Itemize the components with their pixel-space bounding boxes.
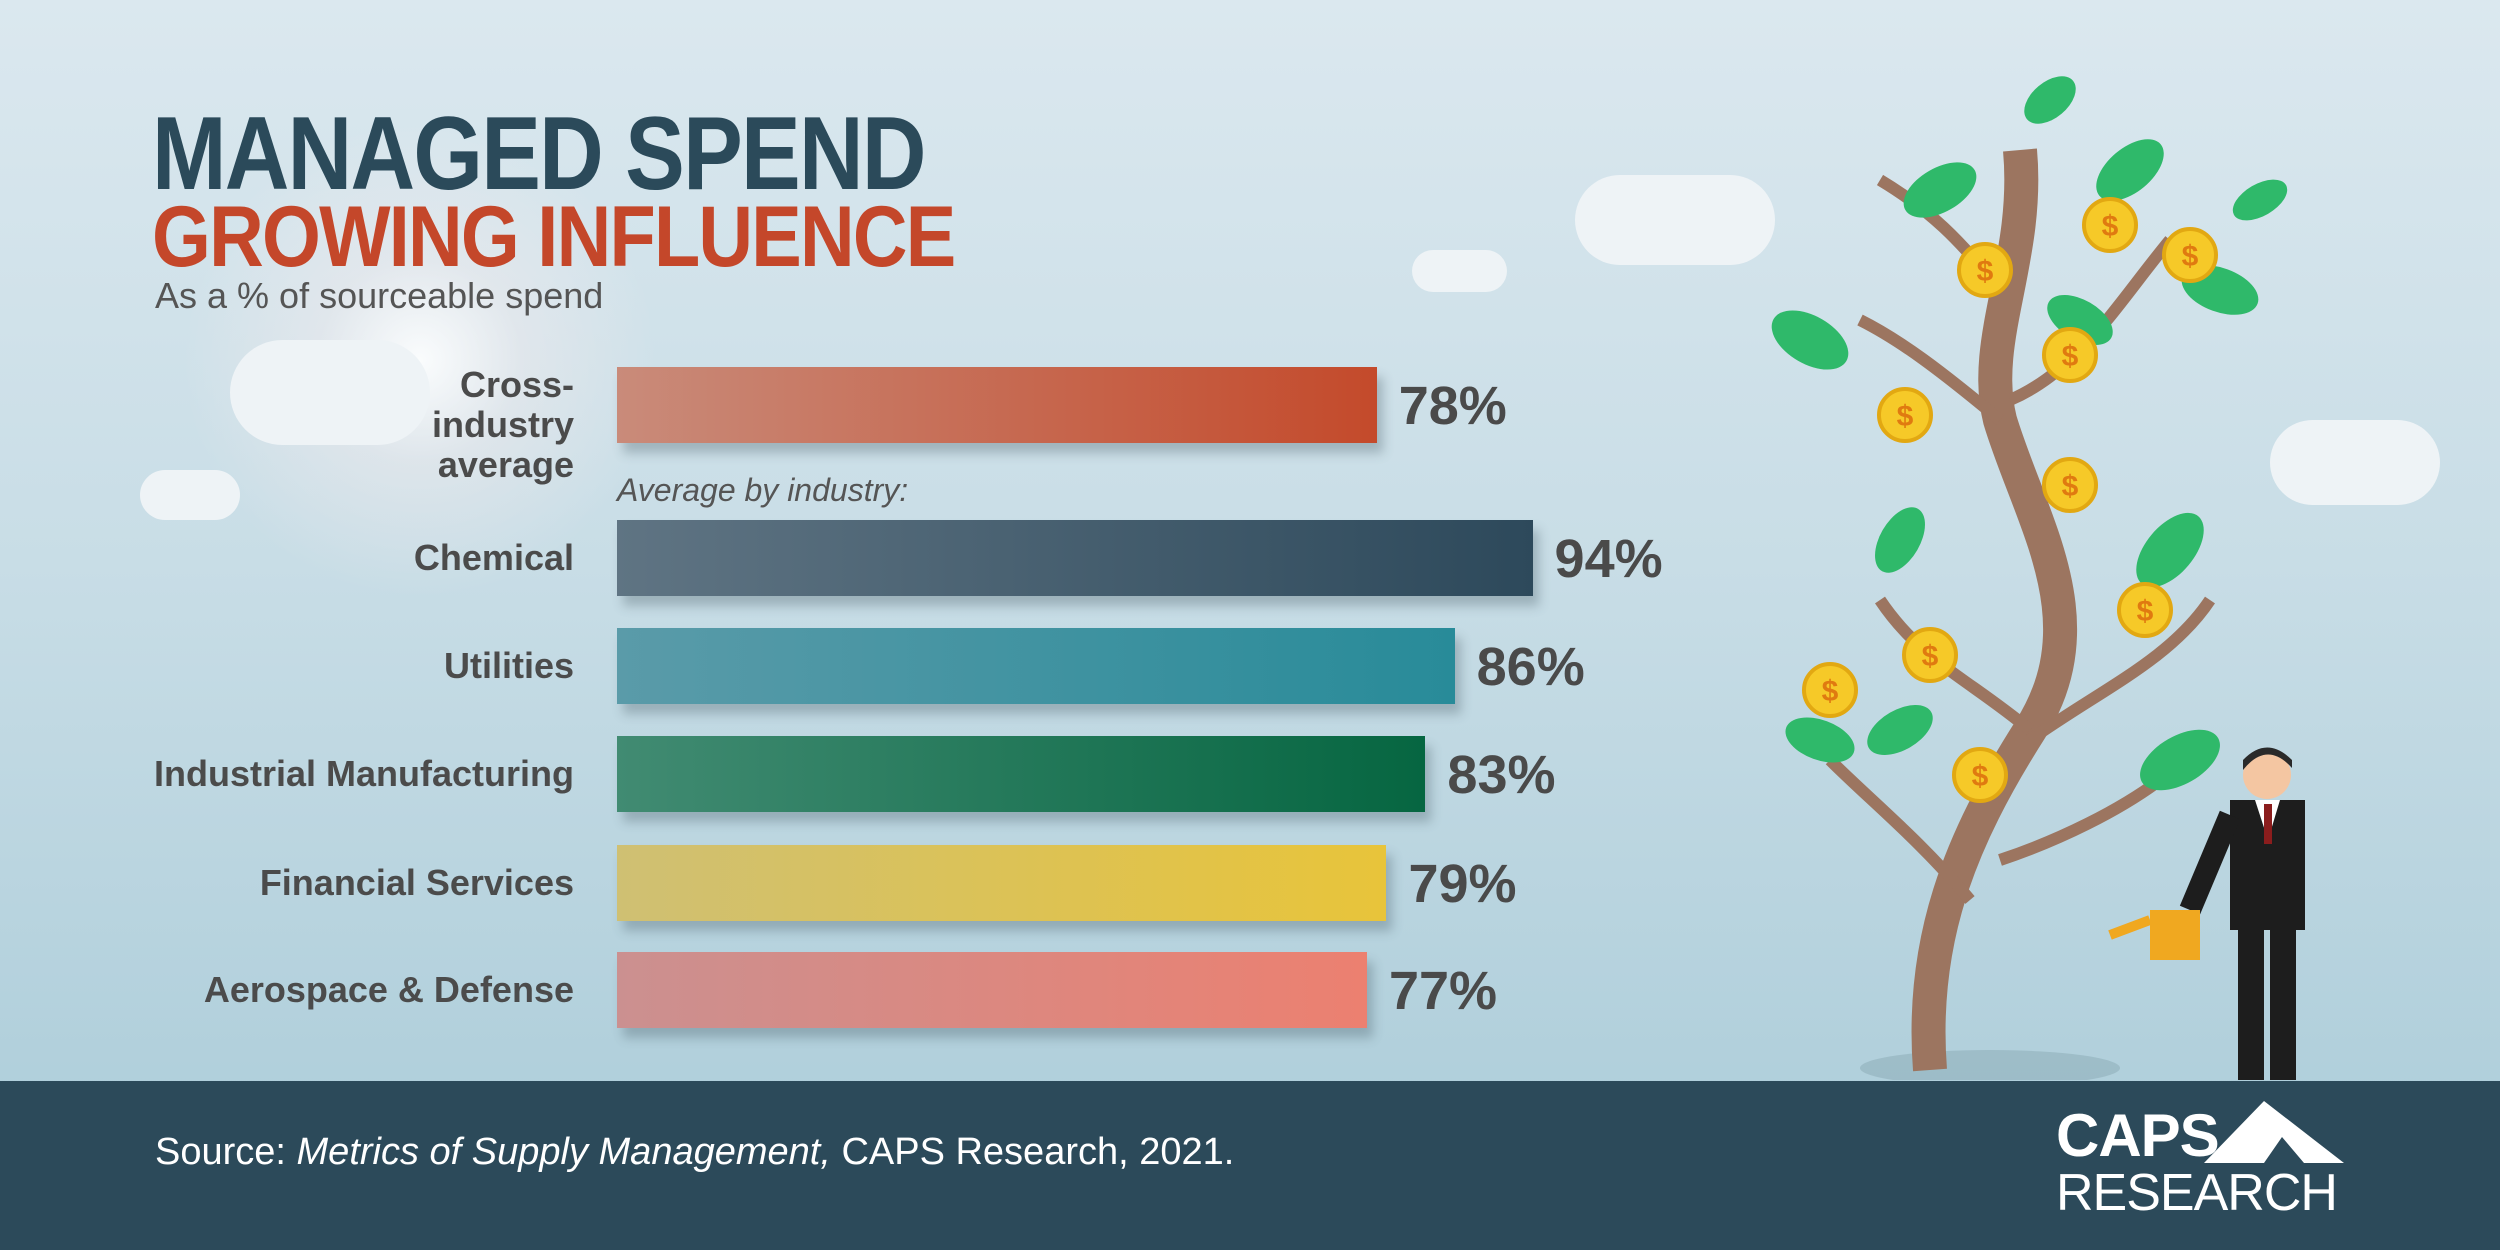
page-subtitle-red: GROWING INFLUENCE — [152, 189, 956, 285]
coin-icon — [2042, 457, 2098, 513]
coin-symbol: $ — [1822, 675, 1839, 708]
coin-symbol: $ — [2062, 470, 2079, 503]
bar — [617, 736, 1426, 812]
page-title: MANAGED SPEND — [152, 96, 926, 212]
coin-symbol: $ — [1897, 400, 1914, 433]
bar-label: Utilities — [443, 645, 574, 686]
bar-value-label: 94% — [1554, 529, 1663, 589]
leaves — [1771, 76, 2288, 791]
coin-icon — [1957, 242, 2013, 298]
source-prefix: Source: — [155, 1131, 297, 1173]
source-title: Metrics of Supply Management, — [296, 1131, 831, 1173]
source-suffix: CAPS Research, 2021. — [830, 1131, 1235, 1173]
chart-subtitle: As a % of sourceable spend — [155, 275, 604, 316]
bar-value-label: 86% — [1476, 637, 1585, 697]
bar-label: Industrial Manufacturing — [153, 753, 574, 794]
businessman — [2108, 747, 2305, 1080]
mountain-icon — [2204, 1101, 2344, 1163]
tree-shadow — [1860, 1050, 2120, 1080]
caps-research-logo: CAPS RESEARCH — [2056, 1101, 2356, 1231]
coin-icon — [1802, 662, 1858, 718]
cloud — [1412, 250, 1507, 292]
bar — [617, 520, 1533, 596]
coin-icon — [2162, 227, 2218, 283]
bar-label: Financial Services — [259, 862, 574, 903]
coin-symbol: $ — [2102, 210, 2119, 243]
bar-label: Chemical — [413, 537, 574, 578]
cloud — [1575, 175, 1775, 265]
cloud — [140, 470, 240, 520]
coin-icon — [1952, 747, 2008, 803]
coin-icon — [2082, 197, 2138, 253]
bar-label: Cross-industry average — [431, 364, 574, 485]
coin-symbol: $ — [1972, 760, 1989, 793]
bar-value-label: 79% — [1408, 854, 1517, 914]
coins: $ $ $ $ $ $ $ $ $ $ — [1802, 197, 2218, 803]
money-tree-illustration: $ $ $ $ $ $ $ $ $ $ — [1771, 76, 2305, 1080]
bar-value-label: 78% — [1398, 376, 1507, 436]
cloud — [230, 340, 430, 445]
logo-research: RESEARCH — [2056, 1164, 2338, 1222]
tree-trunk — [1911, 148, 2078, 1072]
group-note: Average by industry: — [617, 472, 909, 508]
bar — [617, 367, 1377, 443]
coin-symbol: $ — [2137, 595, 2154, 628]
tree-branches — [1825, 174, 2215, 904]
bar — [617, 952, 1367, 1028]
bar — [617, 845, 1387, 921]
footer: Source: Metrics of Supply Management, CA… — [0, 1081, 2500, 1250]
coin-symbol: $ — [2062, 340, 2079, 373]
bar-value-label: 83% — [1447, 745, 1556, 805]
bar — [617, 628, 1455, 704]
coin-symbol: $ — [1922, 640, 1939, 673]
logo-caps: CAPS — [2056, 1102, 2220, 1169]
coin-icon — [1877, 387, 1933, 443]
coin-symbol: $ — [2182, 240, 2199, 273]
coin-icon — [2042, 327, 2098, 383]
cloud — [2270, 420, 2440, 505]
bar-value-label: 77% — [1388, 961, 1498, 1021]
coin-icon — [2117, 582, 2173, 638]
source-citation: Source: Metrics of Supply Management, CA… — [155, 1131, 1234, 1174]
coin-icon — [1902, 627, 1958, 683]
bar-label: Aerospace & Defense — [203, 969, 574, 1010]
coin-symbol: $ — [1977, 255, 1994, 288]
